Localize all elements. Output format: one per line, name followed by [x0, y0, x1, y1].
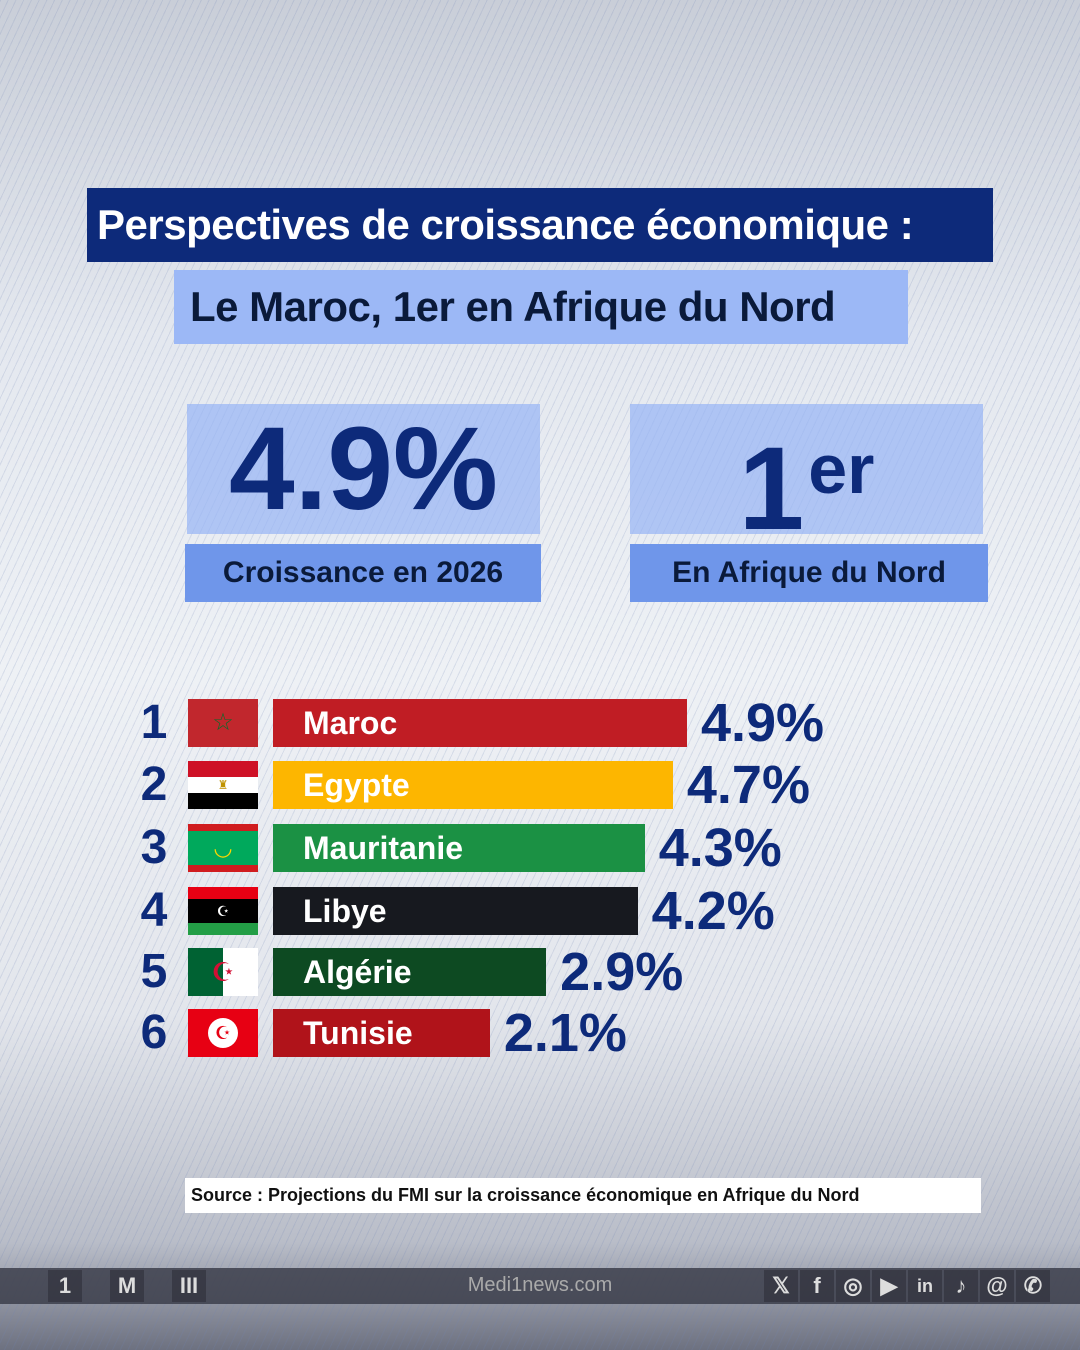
rank-label: 4 [140, 884, 168, 937]
youtube-icon[interactable]: ▶ [872, 1270, 906, 1302]
m-logo-icon: M [110, 1270, 144, 1302]
source-note: Source : Projections du FMI sur la crois… [185, 1178, 981, 1213]
value-label: 4.7% [686, 755, 810, 815]
threads-icon[interactable]: @ [980, 1270, 1014, 1302]
bar-egypte: Egypte [273, 761, 673, 809]
flag-algérie-icon: ☪ [188, 948, 258, 996]
website-link[interactable]: Medi1news.com [467, 1274, 613, 1296]
kpi-rank-suffix: er [808, 430, 875, 508]
value-label: 4.9% [700, 693, 825, 753]
flag-egypte-icon: ♜ [188, 761, 258, 809]
value-label: 4.3% [658, 818, 782, 878]
instagram-icon[interactable]: ◎ [836, 1270, 870, 1302]
kpi-growth-label: Croissance en 2026 [185, 544, 541, 602]
bar-tunisie: Tunisie [273, 1009, 490, 1057]
tv-logo-icon: III [172, 1270, 206, 1302]
rank-label: 5 [140, 945, 168, 998]
bar-label: Mauritanie [303, 830, 464, 866]
rank-label: 2 [140, 758, 168, 811]
flag-libye-icon: ☪ [188, 887, 258, 935]
rank-label: 6 [140, 1006, 168, 1059]
flag-mauritanie-icon: ◡ [188, 824, 258, 872]
value-label: 2.9% [560, 942, 684, 1002]
flag-maroc-icon: ☆ [188, 699, 258, 747]
value-label: 4.2% [651, 881, 775, 941]
kpi-rank-label: En Afrique du Nord [630, 544, 988, 602]
bar-label: Egypte [303, 767, 410, 803]
bar-libye: Libye [273, 887, 638, 935]
bar-label: Libye [303, 893, 387, 929]
bar-maroc: Maroc [273, 699, 687, 747]
bar-label: Algérie [303, 954, 412, 990]
tiktok-icon[interactable]: ♪ [944, 1270, 978, 1302]
title: Perspectives de croissance économique : [87, 188, 993, 262]
flag-tunisie-icon: ☪ [188, 1009, 258, 1057]
rank-label: 1 [140, 696, 168, 749]
medi1-logo-icon: 1 [48, 1270, 82, 1302]
x-icon[interactable]: 𝕏 [764, 1270, 798, 1302]
bar-mauritanie: Mauritanie [273, 824, 645, 872]
bar-algérie: Algérie [273, 948, 547, 996]
kpi-rank-box: 1er [630, 404, 983, 554]
linkedin-icon[interactable]: in [908, 1270, 942, 1302]
bar-label: Tunisie [303, 1015, 413, 1051]
rank-label: 3 [140, 821, 168, 874]
kpi-growth-value: 4.9% [229, 403, 498, 535]
whatsapp-icon[interactable]: ✆ [1016, 1270, 1050, 1302]
value-label: 2.1% [503, 1003, 627, 1063]
kpi-growth-box: 4.9% [187, 404, 540, 534]
kpi-rank-value: 1 [738, 423, 805, 555]
facebook-icon[interactable]: f [800, 1270, 834, 1302]
subtitle: Le Maroc, 1er en Afrique du Nord [174, 270, 908, 344]
bar-label: Maroc [303, 705, 398, 741]
